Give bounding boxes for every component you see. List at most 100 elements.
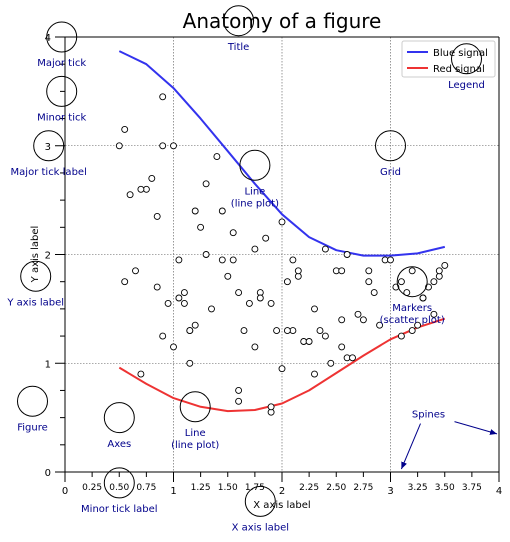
scatter-marker bbox=[191, 321, 199, 329]
annotation-circle bbox=[451, 43, 482, 75]
x-minor-tick-label: 1.25 bbox=[191, 483, 211, 493]
annotation-circle bbox=[17, 385, 48, 417]
scatter-marker bbox=[430, 310, 438, 318]
scatter-marker bbox=[365, 267, 373, 275]
annotation-circle bbox=[46, 75, 78, 107]
scatter-marker bbox=[251, 343, 259, 351]
annotation-circle bbox=[179, 391, 211, 423]
scatter-marker bbox=[180, 289, 188, 297]
scatter-marker bbox=[283, 278, 291, 286]
scatter-marker bbox=[267, 403, 275, 411]
annotation-label: Markers (scatter plot) bbox=[380, 303, 445, 326]
annotation-label-line: Line bbox=[185, 428, 206, 439]
scatter-marker bbox=[170, 343, 177, 351]
scatter-marker bbox=[273, 327, 281, 335]
annotation-label: Line (line plot) bbox=[171, 428, 219, 451]
annotation-label-line: Axes bbox=[107, 439, 131, 450]
scatter-marker bbox=[229, 256, 237, 264]
annotation-label-line: Major tick label bbox=[11, 167, 87, 178]
x-major-tick-label: 4 bbox=[496, 486, 502, 497]
x-minor-tick-label: 2.75 bbox=[353, 483, 373, 493]
scatter-marker bbox=[435, 267, 443, 275]
scatter-marker bbox=[159, 142, 167, 150]
spines-annotation-label: Spines bbox=[412, 410, 445, 421]
annotation-label: Major tick bbox=[37, 58, 86, 69]
scatter-marker bbox=[132, 267, 139, 275]
scatter-marker bbox=[365, 278, 373, 286]
annotation-label-line: Grid bbox=[380, 167, 401, 178]
annotation-label: Line (line plot) bbox=[231, 187, 279, 210]
y-major-tick-label: 3 bbox=[45, 142, 51, 153]
annotation-label-line: (scatter plot) bbox=[380, 315, 445, 326]
scatter-marker bbox=[321, 245, 329, 253]
scatter-marker bbox=[370, 289, 378, 297]
scatter-marker bbox=[148, 174, 156, 182]
scatter-marker bbox=[175, 256, 183, 264]
scatter-marker bbox=[153, 283, 161, 291]
y-axis-label: Y axis label bbox=[30, 226, 41, 284]
y-major-tick-label: 4 bbox=[45, 33, 51, 44]
scatter-marker bbox=[208, 305, 215, 313]
x-minor-tick-label: 2.25 bbox=[299, 483, 319, 493]
annotation-label: Major tick label bbox=[11, 167, 87, 178]
scatter-marker bbox=[397, 278, 405, 286]
annotation-label-line: Title bbox=[227, 42, 249, 53]
scatter-marker bbox=[202, 180, 210, 188]
scatter-marker bbox=[170, 142, 177, 150]
scatter-marker bbox=[305, 338, 313, 345]
scatter-marker bbox=[321, 332, 329, 340]
scatter-marker bbox=[126, 191, 134, 199]
y-major-tick-label: 0 bbox=[45, 468, 51, 479]
scatter-marker bbox=[159, 332, 167, 340]
scatter-marker bbox=[180, 299, 188, 307]
scatter-marker bbox=[224, 272, 232, 280]
axes-layer: 0 1 2 3 4 0.25 0.50 0.75 1.25 1.50 1.75 2.25 2.50 2.7… bbox=[45, 33, 503, 497]
annotation-label-line: Legend bbox=[448, 80, 485, 91]
x-minor-tick-label: 0.25 bbox=[82, 483, 102, 493]
scatter-marker bbox=[218, 256, 226, 264]
scatter-marker bbox=[408, 327, 416, 335]
scatter-marker bbox=[338, 316, 346, 324]
spines-arrow-right bbox=[454, 421, 498, 435]
annotation-circle bbox=[20, 260, 52, 292]
scatter-marker bbox=[441, 261, 449, 269]
scatter-marker bbox=[191, 207, 199, 215]
annotation-label-line: Minor tick label bbox=[81, 504, 158, 515]
scatter-marker bbox=[164, 299, 172, 307]
x-minor-tick-label: 3.75 bbox=[462, 483, 482, 493]
scatter-marker bbox=[278, 218, 286, 226]
scatter-marker bbox=[354, 310, 362, 318]
legend-entry-label: Red signal bbox=[433, 64, 485, 75]
scatter-marker bbox=[240, 327, 248, 335]
scatter-marker bbox=[153, 212, 161, 220]
annotation-label-line: Line bbox=[244, 187, 265, 198]
scatter-marker bbox=[311, 305, 318, 313]
scatter-marker bbox=[251, 245, 259, 253]
scatter-marker bbox=[186, 359, 194, 367]
scatter-marker bbox=[137, 370, 145, 378]
y-major-tick-label: 2 bbox=[45, 251, 51, 262]
x-minor-tick-label: 1.75 bbox=[245, 483, 265, 493]
x-major-tick-label: 1 bbox=[170, 486, 176, 497]
grid-layer bbox=[65, 37, 499, 472]
annotation-circle bbox=[33, 130, 65, 162]
scatter-marker bbox=[235, 397, 243, 405]
annotation-label-line: (line plot) bbox=[171, 440, 219, 451]
scatter-marker bbox=[414, 321, 422, 329]
annotation-label-line: Markers bbox=[392, 303, 432, 314]
annotation-circle bbox=[103, 402, 135, 434]
scatter-marker bbox=[289, 256, 297, 264]
scatter-marker bbox=[397, 332, 405, 340]
x-minor-tick-label: 0.75 bbox=[136, 483, 156, 493]
scatter-marker bbox=[256, 294, 264, 302]
scatter-marker bbox=[419, 294, 427, 302]
spines-arrow-bottom bbox=[400, 423, 421, 470]
annotation-layer: Major tick Minor tick Major tick label Titl… bbox=[6, 5, 498, 534]
annotation-label: Title bbox=[227, 42, 249, 53]
x-minor-tick-label: 0.50 bbox=[109, 483, 129, 493]
scatter-marker bbox=[376, 321, 384, 329]
chart-title: Anatomy of a figure bbox=[183, 9, 382, 33]
